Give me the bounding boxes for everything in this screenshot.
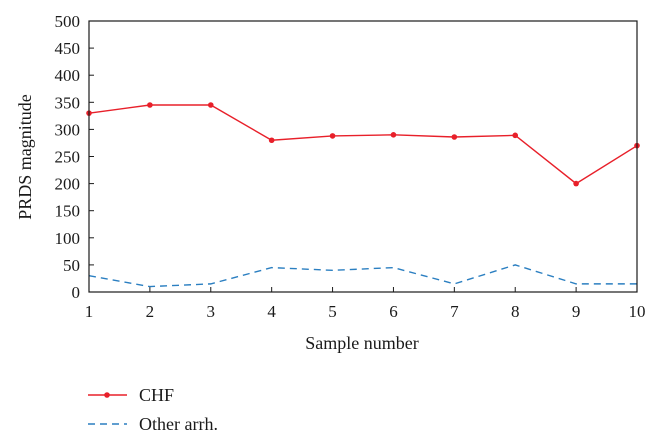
plot-frame	[88, 20, 638, 293]
x-tick-label: 8	[511, 302, 520, 321]
y-tick-label: 450	[55, 39, 81, 58]
x-tick-label: 5	[328, 302, 337, 321]
y-tick-label: 300	[55, 120, 81, 139]
x-tick-label: 4	[267, 302, 276, 321]
legend-marker-chf	[104, 392, 110, 398]
legend-label-chf: CHF	[139, 385, 174, 405]
axis-tick-marks	[88, 20, 638, 293]
y-tick-label: 50	[63, 256, 80, 275]
legend-label-other-arrh: Other arrh.	[139, 414, 218, 434]
data-point-chf	[329, 133, 336, 139]
series-line-other-arrh	[88, 264, 637, 288]
y-tick-label: 200	[55, 175, 81, 194]
y-tick-label: 400	[55, 66, 81, 85]
legend-item-other-arrh: Other arrh.	[88, 414, 218, 434]
x-tick-label: 3	[207, 302, 216, 321]
x-axis-title: Sample number	[305, 333, 418, 353]
series-line-chf	[88, 104, 638, 185]
data-point-chf	[573, 180, 579, 187]
y-tick-label: 100	[55, 229, 81, 248]
data-point-chf	[390, 132, 397, 138]
y-tick-label: 350	[55, 93, 81, 112]
legend-item-chf: CHF	[88, 385, 174, 405]
data-point-chf	[451, 134, 458, 140]
x-tick-label: 2	[146, 302, 155, 321]
y-tick-label: 500	[55, 12, 81, 31]
y-axis-tick-labels: 0 50 100 150 200 250 300 350 400 450 500	[55, 12, 81, 302]
y-axis-title: PRDS magnitude	[15, 94, 35, 220]
x-tick-label: 9	[572, 302, 581, 321]
series-layer	[86, 102, 640, 288]
y-tick-label: 0	[72, 283, 81, 302]
data-point-chf	[147, 102, 153, 108]
y-tick-label: 150	[55, 202, 81, 221]
x-tick-label: 1	[85, 302, 94, 321]
x-tick-label: 6	[389, 302, 398, 321]
x-axis-tick-labels: 1 2 3 4 5 6 7 8 9 10	[85, 302, 646, 321]
legend: CHF Other arrh.	[88, 385, 218, 434]
data-point-chf	[268, 137, 275, 144]
data-point-chf	[207, 102, 214, 108]
x-tick-label: 10	[629, 302, 646, 321]
data-point-chf	[512, 132, 519, 139]
x-tick-label: 7	[450, 302, 459, 321]
y-tick-label: 250	[55, 148, 81, 167]
